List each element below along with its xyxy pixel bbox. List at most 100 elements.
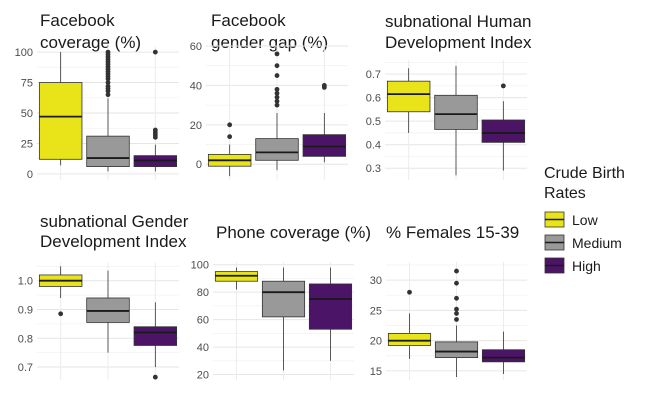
outlier-point bbox=[454, 317, 459, 322]
panel-2: Facebook gender gap (%) 0 20 40 60 bbox=[190, 11, 348, 180]
box-low bbox=[387, 289, 432, 359]
outlier-point bbox=[274, 51, 280, 57]
outlier-point bbox=[274, 98, 280, 104]
box-medium bbox=[434, 268, 479, 377]
box-body bbox=[255, 138, 299, 161]
panel-title: Phone coverage (%) bbox=[216, 223, 371, 242]
panels: Facebook coverage (%) 0 25 50 75 100 Facebook ge… bbox=[15, 11, 532, 382]
box-high bbox=[481, 83, 526, 171]
outlier-point bbox=[227, 122, 233, 128]
outlier-point bbox=[274, 102, 280, 108]
y-tick-label: 0 bbox=[27, 169, 33, 181]
box-body bbox=[481, 349, 526, 363]
outlier-point bbox=[152, 49, 158, 55]
box-medium bbox=[86, 270, 130, 353]
y-tick-label: 0.7 bbox=[18, 362, 33, 374]
outlier-point bbox=[58, 311, 64, 317]
box-high bbox=[133, 49, 178, 172]
legend-label-medium: Medium bbox=[572, 235, 622, 251]
panel-title: Development Index bbox=[385, 33, 532, 52]
panel-title: Facebook bbox=[40, 11, 115, 30]
box-body bbox=[302, 134, 347, 157]
y-tick-label: 40 bbox=[190, 80, 202, 92]
panel-title: gender gap (%) bbox=[211, 33, 328, 52]
outlier-point bbox=[227, 134, 233, 140]
y-tick-label: 0.8 bbox=[18, 333, 33, 345]
y-tick-label: 25 bbox=[21, 138, 33, 150]
legend-title: Crude Birth bbox=[544, 165, 625, 182]
y-tick-label: 50 bbox=[21, 108, 33, 120]
y-tick-label: 40 bbox=[197, 342, 209, 354]
y-tick-label: 100 bbox=[191, 260, 209, 272]
box-body bbox=[261, 280, 306, 318]
box-high bbox=[481, 331, 526, 374]
y-tick-label: 20 bbox=[190, 120, 202, 132]
box-body bbox=[387, 333, 432, 346]
box-medium bbox=[434, 65, 478, 176]
outlier-point bbox=[321, 83, 327, 88]
box-high bbox=[302, 83, 347, 163]
y-tick-label: 60 bbox=[190, 41, 202, 53]
panel-3: subnational Human Development Index 0.3 0.4… bbox=[366, 12, 532, 180]
outlier-point bbox=[274, 63, 280, 69]
legend-label-low: Low bbox=[572, 212, 599, 228]
panel-5: Phone coverage (%) 20 40 60 80 100 bbox=[191, 223, 371, 382]
y-tick-label: 0 bbox=[196, 159, 202, 171]
panel-title: % Females 15-39 bbox=[386, 223, 519, 242]
outlier-point bbox=[407, 289, 412, 295]
y-tick-label: 0.4 bbox=[366, 140, 381, 152]
y-tick-label: 0.9 bbox=[18, 304, 33, 316]
legend-title: Rates bbox=[544, 185, 586, 202]
outlier-point bbox=[500, 83, 506, 89]
legend: Crude Birth Rates Low Medium High bbox=[544, 165, 625, 274]
panel-1: Facebook coverage (%) 0 25 50 75 100 bbox=[15, 11, 179, 181]
outlier-point bbox=[274, 73, 280, 78]
box-high bbox=[308, 267, 353, 361]
outlier-point bbox=[152, 127, 158, 133]
legend-label-high: High bbox=[572, 258, 601, 274]
outlier-point bbox=[274, 86, 280, 92]
outlier-point bbox=[105, 92, 111, 98]
y-tick-label: 30 bbox=[370, 275, 382, 287]
outlier-point bbox=[454, 311, 459, 316]
y-tick-label: 1.0 bbox=[18, 276, 33, 288]
y-tick-label: 15 bbox=[370, 366, 382, 378]
y-tick-label: 20 bbox=[197, 370, 209, 382]
box-body bbox=[38, 82, 83, 160]
y-tick-label: 0.7 bbox=[366, 69, 381, 81]
panel-title: Facebook bbox=[211, 11, 286, 30]
outlier-point bbox=[454, 295, 459, 301]
box-body bbox=[481, 119, 526, 143]
y-tick-label: 80 bbox=[197, 287, 209, 299]
y-tick-label: 60 bbox=[197, 315, 209, 327]
outlier-point bbox=[454, 268, 459, 274]
y-tick-label: 0.5 bbox=[366, 116, 381, 128]
panel-title: subnational Gender bbox=[40, 212, 189, 231]
y-tick-label: 100 bbox=[15, 47, 33, 59]
y-tick-label: 0.3 bbox=[366, 163, 381, 175]
box-low bbox=[38, 266, 83, 317]
panel-title: subnational Human bbox=[385, 12, 531, 31]
outlier-point bbox=[454, 280, 459, 286]
box-medium bbox=[255, 51, 299, 171]
outlier-point bbox=[152, 374, 158, 380]
box-low bbox=[214, 267, 259, 290]
box-low bbox=[386, 68, 431, 133]
y-tick-label: 25 bbox=[370, 305, 382, 317]
outlier-point bbox=[105, 49, 111, 55]
panel-6: % Females 15-39 15 20 25 30 bbox=[370, 223, 527, 380]
box-medium bbox=[261, 267, 306, 371]
box-body bbox=[133, 326, 178, 346]
panel-title: Development Index bbox=[40, 232, 187, 251]
box-medium bbox=[86, 49, 130, 172]
y-tick-label: 75 bbox=[21, 78, 33, 90]
box-body bbox=[434, 341, 479, 359]
box-high bbox=[133, 302, 178, 380]
outlier-point bbox=[105, 83, 111, 89]
outlier-point bbox=[274, 94, 280, 100]
y-tick-label: 0.6 bbox=[366, 93, 381, 105]
box-body bbox=[308, 283, 353, 330]
outlier-point bbox=[454, 306, 459, 312]
y-tick-label: 20 bbox=[370, 336, 382, 348]
